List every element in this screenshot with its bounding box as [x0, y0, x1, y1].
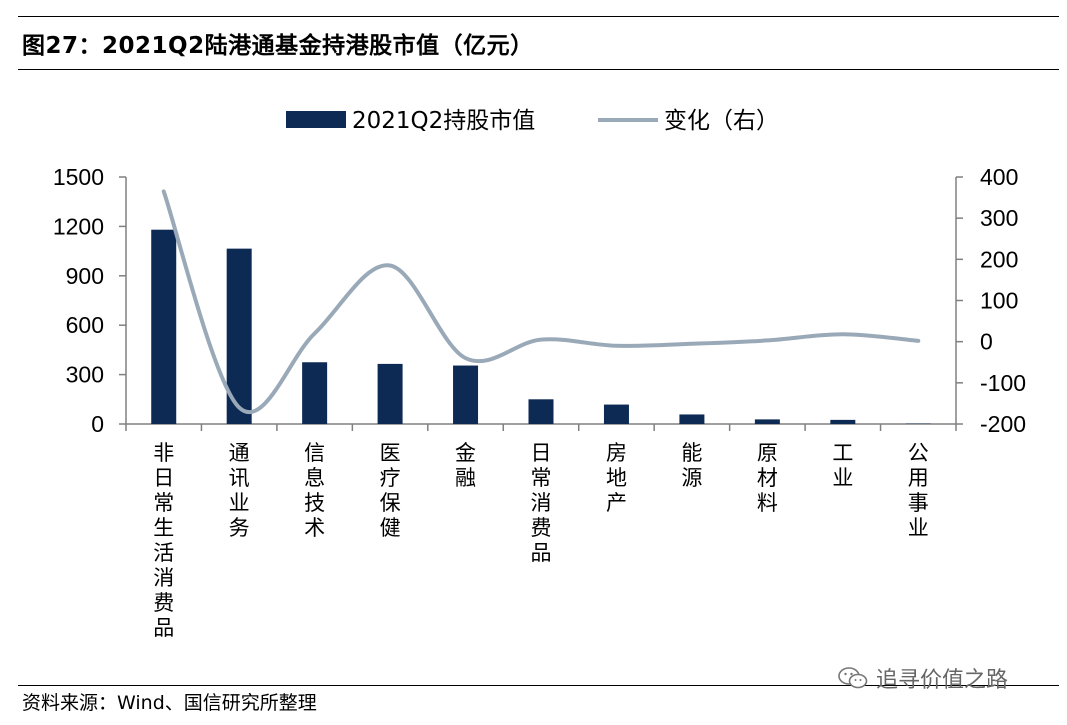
right-tick-label: -100 [980, 370, 1026, 396]
category-char: 料 [757, 491, 778, 515]
bar-4 [453, 365, 479, 424]
bar-0 [151, 229, 177, 424]
category-char: 业 [832, 466, 853, 490]
legend-bar-label: 2021Q2持股市值 [352, 108, 535, 134]
bar-2 [302, 362, 328, 424]
left-tick-label: 900 [66, 263, 104, 289]
category-label-4: 金融 [455, 441, 476, 490]
right-tick-label: 100 [980, 288, 1018, 314]
left-tick-label: 300 [66, 362, 104, 388]
category-char: 地 [606, 466, 627, 490]
wechat-icon [838, 667, 868, 689]
right-tick-label: 200 [980, 246, 1018, 272]
category-char: 生 [153, 516, 174, 540]
category-char: 产 [606, 491, 627, 515]
category-char: 业 [908, 516, 929, 540]
title-bottom-rule [18, 69, 1059, 70]
watermark-text: 追寻价值之路 [876, 668, 1009, 693]
category-char: 用 [908, 466, 929, 490]
left-tick-label: 1500 [53, 164, 104, 190]
bar-7 [679, 414, 705, 424]
change-line [161, 189, 921, 415]
category-char: 疗 [380, 466, 401, 490]
watermark: 追寻价值之路 [838, 662, 1008, 694]
left-tick-label: 0 [91, 411, 104, 437]
category-label-7: 能源 [681, 441, 702, 490]
category-labels: 非日常生活消费品通讯业务信息技术医疗保健金融日常消费品房地产能源原材料工业公用事… [153, 441, 929, 640]
category-char: 消 [531, 491, 552, 515]
category-char: 健 [380, 516, 401, 540]
category-label-6: 房地产 [606, 441, 627, 515]
category-char: 事 [908, 491, 929, 515]
category-char: 讯 [229, 466, 250, 490]
category-char: 通 [229, 441, 250, 465]
category-char: 金 [455, 441, 476, 465]
category-char: 费 [531, 516, 552, 540]
category-label-8: 原材料 [757, 441, 778, 515]
right-tick-label: 400 [980, 164, 1018, 190]
category-char: 常 [531, 466, 552, 490]
category-char: 非 [153, 441, 174, 465]
bar-8 [754, 419, 780, 424]
bar-series [151, 229, 931, 424]
category-char: 材 [757, 466, 778, 490]
category-char: 信 [304, 441, 325, 465]
category-char: 房 [606, 441, 627, 465]
axes: 1500 1200 900 600 300 0 400 300 200 100 0 -100 -200 [53, 164, 1026, 437]
source-note: 资料来源：Wind、国信研究所整理 [22, 692, 317, 714]
category-char: 费 [153, 591, 174, 615]
category-char: 息 [304, 466, 325, 490]
category-char: 保 [380, 491, 401, 515]
category-char: 原 [757, 441, 778, 465]
bar-3 [377, 363, 403, 424]
category-char: 务 [229, 516, 250, 540]
footer-rule [18, 685, 1059, 686]
right-tick-label: 300 [980, 205, 1018, 231]
category-char: 业 [229, 491, 250, 515]
category-char: 品 [531, 541, 552, 565]
category-char: 活 [153, 541, 174, 565]
category-char: 能 [681, 441, 702, 465]
category-char: 日 [531, 441, 552, 465]
top-rule [18, 16, 1059, 17]
category-char: 品 [153, 616, 174, 640]
figure-title: 图27：2021Q2陆港通基金持港股市值（亿元） [22, 33, 534, 59]
category-char: 常 [153, 491, 174, 515]
category-char: 术 [304, 516, 325, 540]
line-series [161, 189, 921, 415]
legend-line-label: 变化（右） [664, 108, 779, 134]
category-char: 工 [832, 441, 853, 465]
right-tick-label: 0 [980, 329, 993, 355]
category-char: 医 [380, 441, 401, 465]
bar-9 [830, 419, 856, 424]
legend-bar-swatch [286, 111, 346, 128]
category-char: 源 [681, 466, 702, 490]
category-label-9: 工业 [832, 441, 853, 490]
category-char: 消 [153, 566, 174, 590]
category-char: 技 [304, 491, 325, 515]
category-char: 公 [908, 441, 929, 465]
right-tick-label: -200 [980, 411, 1026, 437]
category-char: 融 [455, 466, 476, 490]
bar-5 [528, 399, 554, 424]
bar-6 [603, 404, 629, 424]
category-char: 日 [153, 466, 174, 490]
legend: 2021Q2持股市值 变化（右） [286, 108, 779, 134]
left-tick-label: 600 [66, 312, 104, 338]
left-tick-label: 1200 [53, 213, 104, 239]
